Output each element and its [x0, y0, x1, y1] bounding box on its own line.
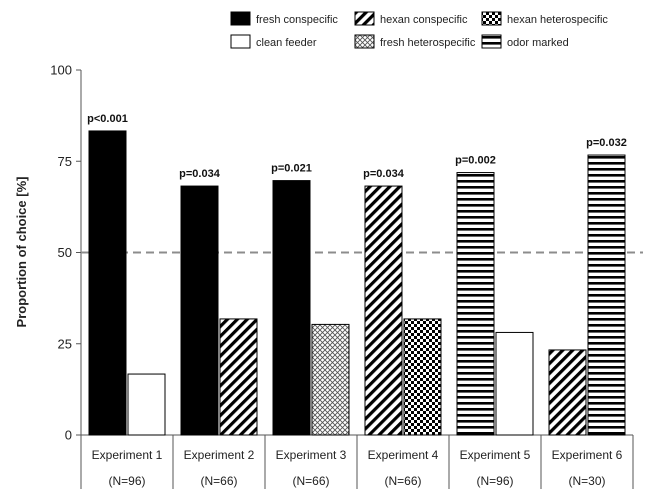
category-label: Experiment 6 — [552, 448, 623, 462]
sample-size-label: (N=66) — [384, 474, 421, 488]
category-label: Experiment 3 — [276, 448, 347, 462]
y-axis-label: Proportion of choice [%] — [14, 177, 29, 328]
legend-label: hexan conspecific — [380, 14, 468, 26]
legend-swatch-hexan-conspecific — [354, 11, 375, 26]
p-value-label: p=0.002 — [455, 155, 496, 167]
sample-size-label: (N=30) — [568, 474, 605, 488]
bar-clean-feeder — [495, 331, 534, 436]
y-tick-label: 25 — [58, 336, 72, 351]
x-axis: Experiment 1 (N=96) Experiment 2 (N=66) Expe… — [80, 435, 634, 489]
bar-fresh-heterospecific — [311, 323, 350, 436]
bars — [88, 130, 626, 436]
y-tick-label: 75 — [58, 154, 72, 169]
legend-label: fresh heterospecific — [380, 37, 476, 49]
p-value-label: p=0.034 — [179, 168, 221, 180]
p-value-label: p=0.032 — [586, 137, 627, 149]
bar-fresh-conspecific — [272, 180, 311, 436]
y-tick-label: 0 — [65, 428, 72, 443]
category-label: Experiment 5 — [460, 448, 531, 462]
bar-hexan-heterospecific — [403, 318, 442, 436]
legend-label: fresh conspecific — [256, 14, 338, 26]
sample-size-label: (N=66) — [292, 474, 329, 488]
category-label: Experiment 1 — [92, 448, 163, 462]
y-axis: 0 25 50 75 100 — [50, 63, 81, 443]
sample-size-label: (N=66) — [200, 474, 237, 488]
legend-label: odor marked — [507, 37, 569, 49]
p-value-label: p=0.021 — [271, 163, 312, 175]
bar-hexan-conspecific — [219, 318, 258, 436]
p-value-labels: p<0.001 p=0.034 p=0.021 p=0.034 p=0.002 p=0.0… — [87, 113, 627, 180]
p-value-label: p=0.034 — [363, 168, 405, 180]
legend-swatch-odor-marked — [481, 34, 502, 49]
legend-swatch-fresh-conspecific — [230, 11, 251, 26]
legend-swatch-hexan-heterospecific — [481, 11, 502, 26]
bar-clean-feeder — [127, 373, 166, 436]
category-label: Experiment 2 — [184, 448, 255, 462]
category-label: Experiment 4 — [368, 448, 439, 462]
bar-hexan-conspecific — [548, 349, 587, 436]
bar-odor-marked — [587, 154, 626, 436]
y-tick-label: 50 — [58, 245, 72, 260]
legend: fresh conspecific hexan conspecific hexan … — [230, 11, 608, 49]
sample-size-label: (N=96) — [476, 474, 513, 488]
sample-size-label: (N=96) — [108, 474, 145, 488]
legend-swatch-clean-feeder — [230, 34, 251, 49]
bar-hexan-conspecific — [364, 185, 403, 436]
legend-label: hexan heterospecific — [507, 14, 608, 26]
p-value-label: p<0.001 — [87, 113, 128, 125]
legend-swatch-fresh-heterospecific — [354, 34, 375, 49]
y-tick-label: 100 — [50, 63, 72, 78]
bar-fresh-conspecific — [180, 185, 219, 436]
bar-fresh-conspecific — [88, 130, 127, 436]
bar-odor-marked — [456, 172, 495, 436]
legend-label: clean feeder — [256, 37, 317, 49]
